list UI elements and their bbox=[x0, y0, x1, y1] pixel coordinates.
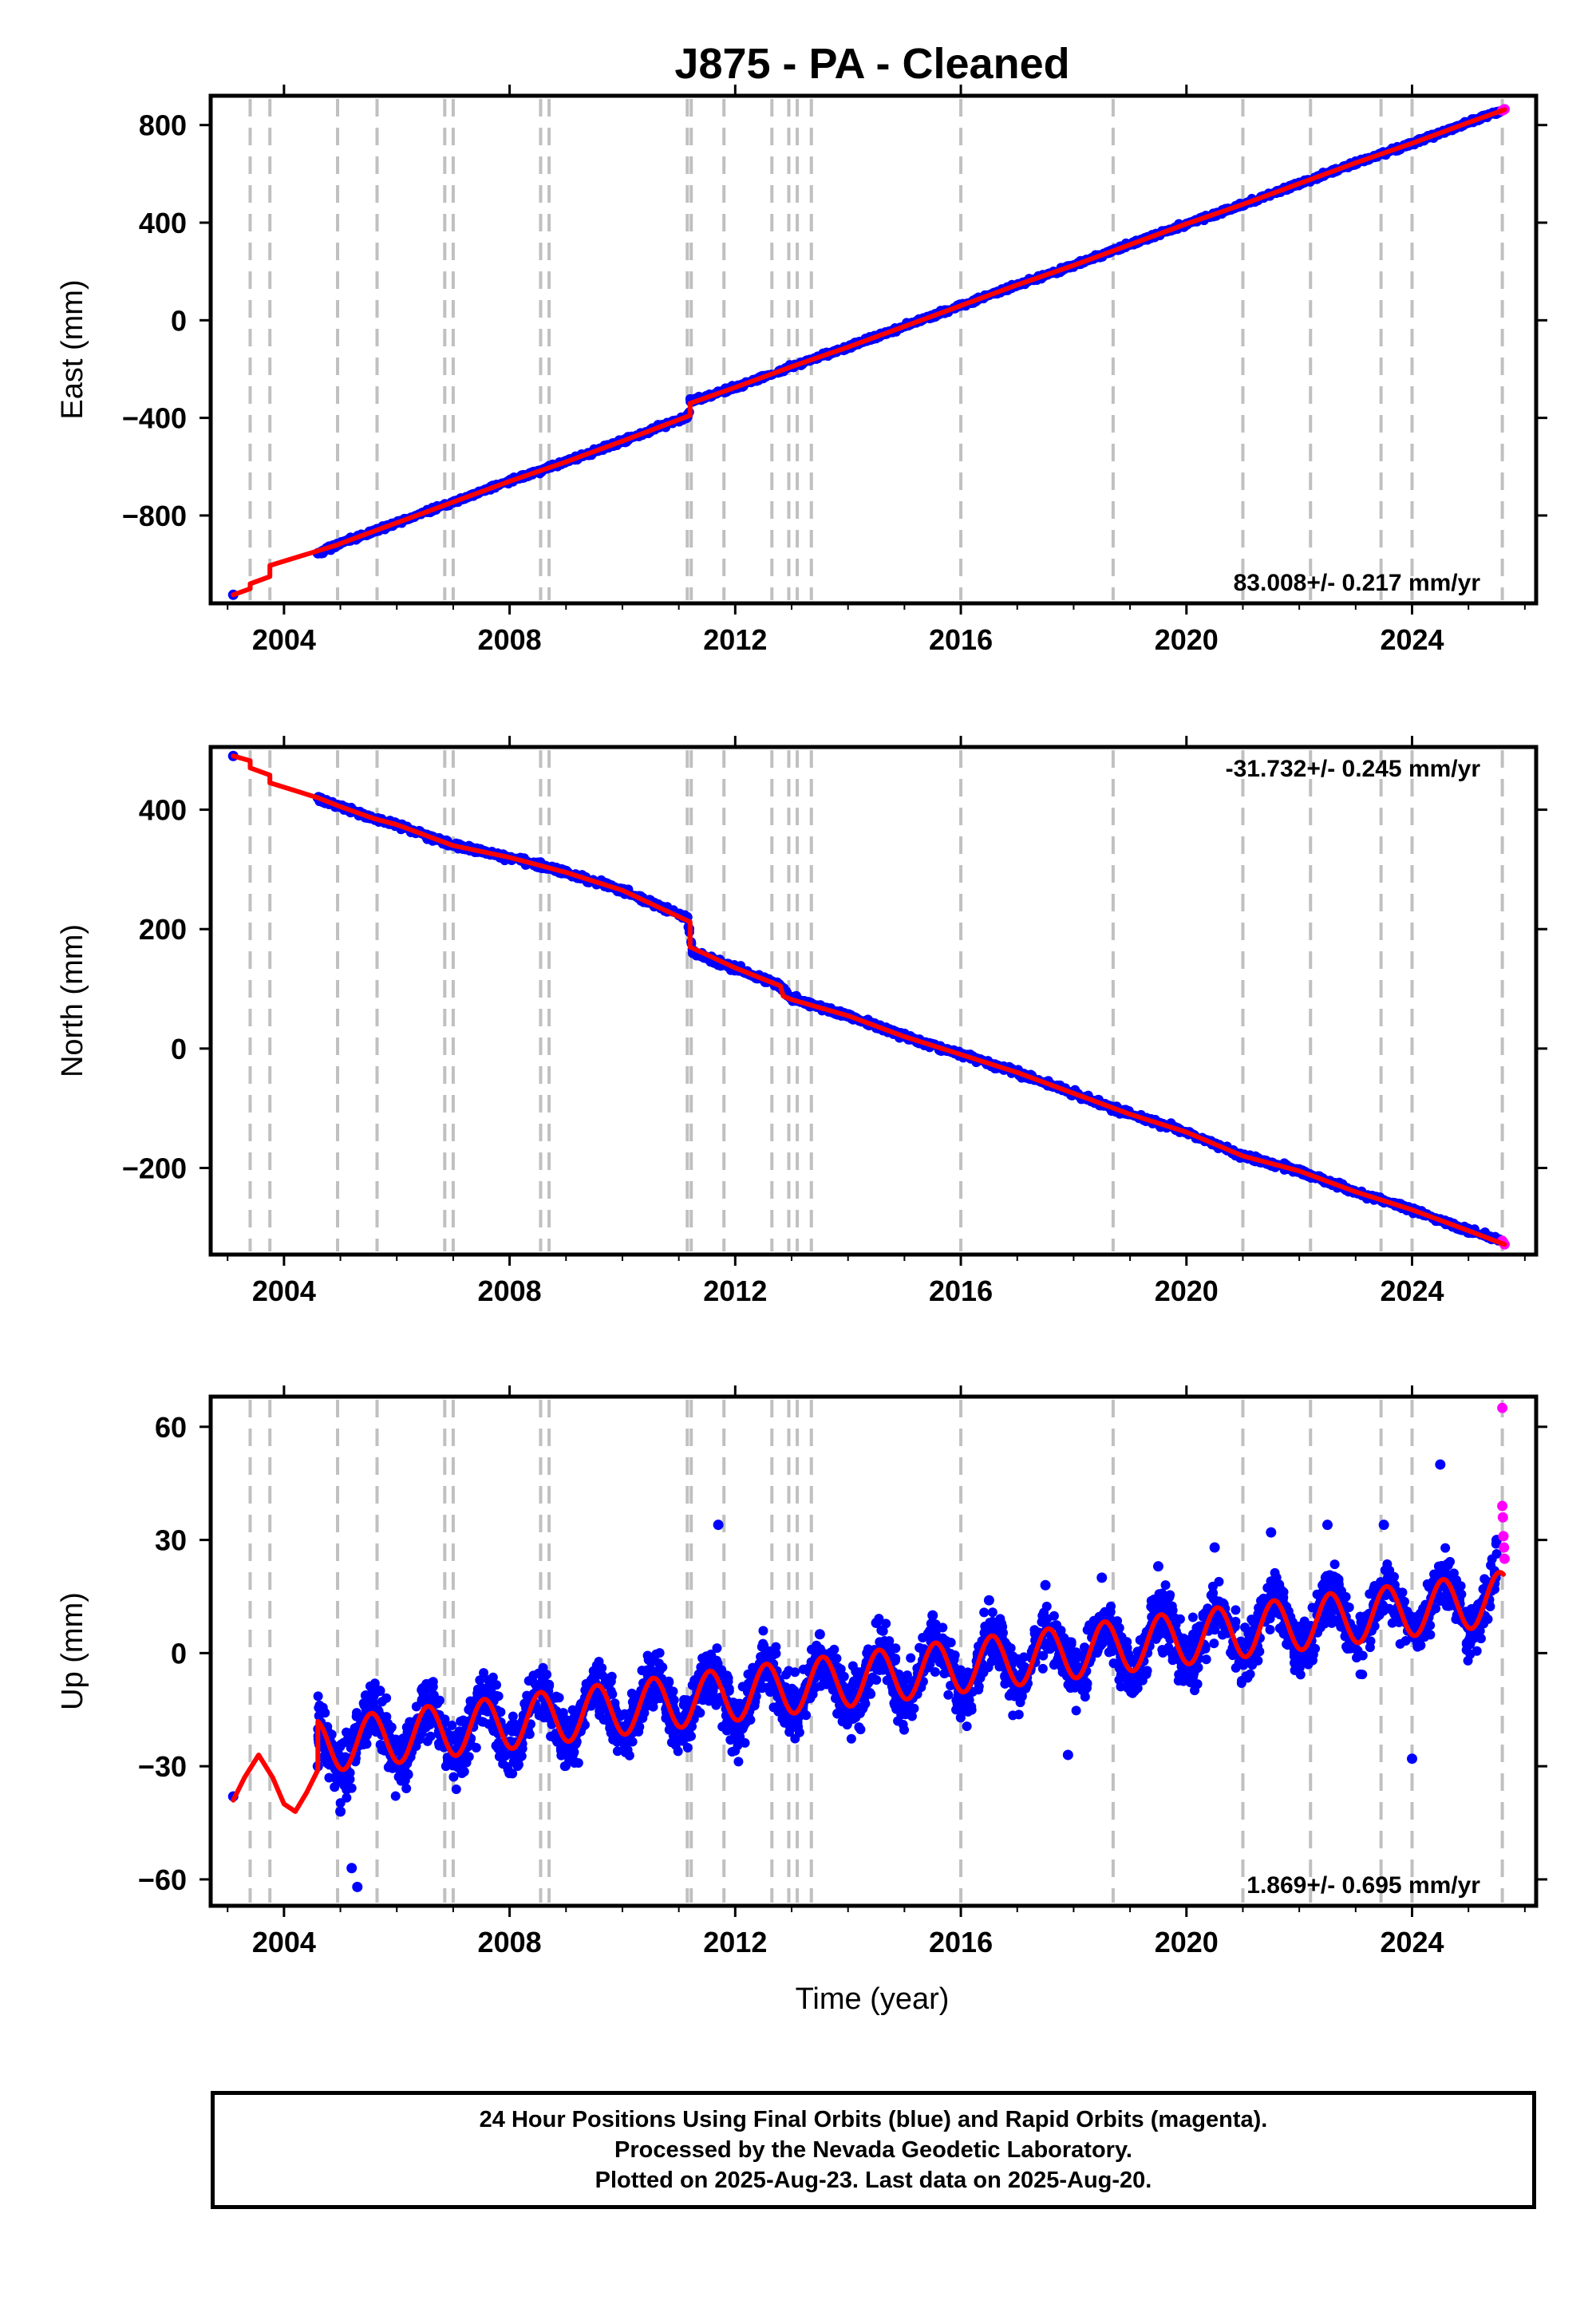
east-series bbox=[227, 104, 1510, 600]
north-axes: 2004 2008 2012 2016 2020 2024 −200 0 200 400 bbox=[122, 736, 1547, 1307]
east-y-tick-label-1: −400 bbox=[122, 402, 187, 435]
east-x-tick-label-5: 2024 bbox=[1380, 623, 1444, 656]
up-final-point-cloud bbox=[508, 1711, 518, 1721]
up-final-point-cloud bbox=[390, 1791, 401, 1801]
north-y-tick-label-3: 400 bbox=[139, 794, 187, 827]
up-final-point-cloud bbox=[1187, 1612, 1198, 1622]
north-y-tick-label-1: 0 bbox=[171, 1033, 187, 1065]
up-series bbox=[227, 1402, 1510, 1892]
east-y-tick-label-0: −800 bbox=[122, 500, 187, 532]
north-x-tick-label-1: 2008 bbox=[478, 1275, 542, 1307]
up-final-point-cloud bbox=[1265, 1625, 1275, 1635]
chart-title: J875 - PA - Cleaned bbox=[674, 40, 1069, 88]
panel-east: 2004 2008 2012 2016 2020 2024−800−4000400800 … bbox=[56, 85, 1547, 656]
up-final-point-cloud bbox=[595, 1705, 605, 1716]
east-y-tick-label-4: 800 bbox=[139, 109, 187, 142]
east-rate-label: 83.008+/- 0.217 mm/yr bbox=[1234, 570, 1481, 596]
up-final-point-cloud bbox=[451, 1784, 461, 1794]
up-final-point-cloud bbox=[377, 1697, 387, 1707]
east-y-axis-label: East (mm) bbox=[56, 279, 89, 419]
east-x-tick-label-4: 2020 bbox=[1155, 623, 1219, 656]
east-x-tick-label-1: 2008 bbox=[478, 623, 542, 656]
north-series bbox=[227, 750, 1510, 1250]
east-y-tick-label-3: 400 bbox=[139, 207, 187, 239]
panel-north: 2004 2008 2012 2016 2020 2024 −200 0 200 400 -31.… bbox=[56, 736, 1547, 1307]
north-y-tick-label-2: 200 bbox=[139, 913, 187, 946]
up-final-point-cloud bbox=[906, 1653, 916, 1663]
north-x-tick-label-3: 2016 bbox=[929, 1275, 993, 1307]
north-x-tick-label-0: 2004 bbox=[252, 1275, 316, 1307]
up-final-point-cloud bbox=[1231, 1605, 1241, 1615]
up-final-point-cloud bbox=[1160, 1580, 1171, 1591]
up-final-point-cloud bbox=[987, 1607, 998, 1618]
east-x-tick-label-3: 2016 bbox=[929, 623, 993, 656]
north-y-axis-label: North (mm) bbox=[56, 924, 89, 1077]
east-y-tick-label-2: 0 bbox=[171, 304, 187, 337]
up-final-point-cloud bbox=[758, 1626, 768, 1636]
up-final-point-cloud bbox=[1486, 1560, 1496, 1571]
up-final-point-cloud bbox=[790, 1667, 800, 1678]
north-x-tick-label-5: 2024 bbox=[1380, 1275, 1444, 1307]
north-x-tick-label-4: 2020 bbox=[1155, 1275, 1219, 1307]
north-x-tick-label-2: 2012 bbox=[703, 1275, 767, 1307]
north-rate-label: -31.732+/- 0.245 mm/yr bbox=[1226, 756, 1481, 782]
up-final-point-cloud bbox=[846, 1733, 856, 1744]
east-x-tick-label-2: 2012 bbox=[703, 623, 767, 656]
east-event-lines bbox=[248, 99, 1504, 600]
north-y-tick-label-0: −200 bbox=[122, 1152, 187, 1185]
east-x-tick-label-0: 2004 bbox=[252, 623, 316, 656]
up-final-point-cloud bbox=[962, 1721, 972, 1732]
up-final-point-cloud bbox=[313, 1691, 323, 1701]
